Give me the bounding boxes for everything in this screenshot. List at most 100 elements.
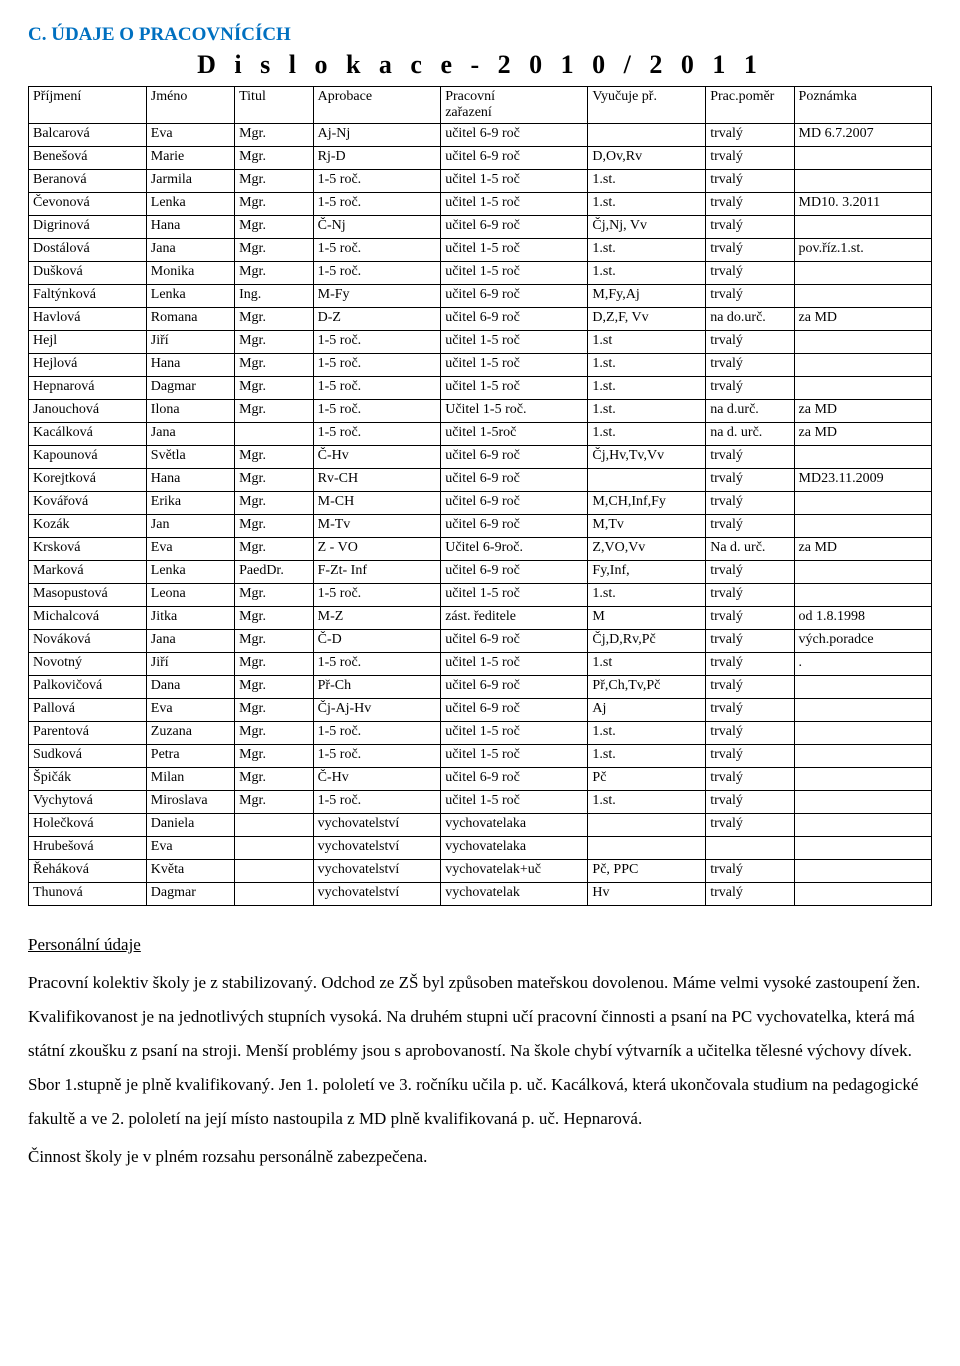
table-row: SudkováPetraMgr.1-5 roč.učitel 1-5 roč1.…: [29, 745, 932, 768]
cell-poznamka: [794, 377, 931, 400]
cell-prijmeni: Řeháková: [29, 860, 147, 883]
cell-aprobace: 1-5 roč.: [313, 722, 441, 745]
cell-poznamka: [794, 354, 931, 377]
cell-jmeno: Milan: [146, 768, 234, 791]
table-row: FaltýnkováLenkaIng.M-Fyučitel 6-9 ročM,F…: [29, 285, 932, 308]
cell-aprobace: 1-5 roč.: [313, 400, 441, 423]
cell-prijmeni: Sudková: [29, 745, 147, 768]
cell-poznamka: [794, 722, 931, 745]
cell-jmeno: Jana: [146, 630, 234, 653]
table-row: HepnarováDagmarMgr.1-5 roč.učitel 1-5 ro…: [29, 377, 932, 400]
cell-vyucuje: 1.st.: [588, 584, 706, 607]
cell-vyucuje: D,Z,F, Vv: [588, 308, 706, 331]
cell-jmeno: Květa: [146, 860, 234, 883]
cell-prijmeni: Kozák: [29, 515, 147, 538]
cell-poznamka: [794, 745, 931, 768]
cell-poznamka: [794, 147, 931, 170]
cell-titul: [235, 837, 314, 860]
cell-pomer: trvalý: [706, 722, 794, 745]
col-header-zarazeni-line2: zařazení: [445, 105, 492, 120]
cell-poznamka: [794, 170, 931, 193]
cell-prijmeni: Parentová: [29, 722, 147, 745]
cell-poznamka: za MD: [794, 400, 931, 423]
cell-pomer: trvalý: [706, 653, 794, 676]
cell-aprobace: F-Zt- Inf: [313, 561, 441, 584]
page-title: D i s l o k a c e - 2 0 1 0 / 2 0 1 1: [28, 50, 932, 80]
cell-vyucuje: 1.st.: [588, 745, 706, 768]
cell-vyucuje: Př,Ch,Tv,Pč: [588, 676, 706, 699]
cell-aprobace: 1-5 roč.: [313, 170, 441, 193]
cell-pomer: trvalý: [706, 492, 794, 515]
cell-titul: Mgr.: [235, 607, 314, 630]
table-row: HrubešováEva vychovatelstvívychovatelaka: [29, 837, 932, 860]
cell-zarazeni: učitel 6-9 roč: [441, 216, 588, 239]
cell-aprobace: 1-5 roč.: [313, 653, 441, 676]
cell-aprobace: M-Tv: [313, 515, 441, 538]
cell-pomer: trvalý: [706, 377, 794, 400]
cell-aprobace: Č-D: [313, 630, 441, 653]
cell-zarazeni: učitel 1-5 roč: [441, 722, 588, 745]
cell-pomer: [706, 837, 794, 860]
cell-aprobace: vychovatelství: [313, 837, 441, 860]
cell-vyucuje: Fy,Inf,: [588, 561, 706, 584]
table-row: KapounováSvětlaMgr.Č-Hvučitel 6-9 ročČj,…: [29, 446, 932, 469]
cell-pomer: trvalý: [706, 699, 794, 722]
cell-poznamka: [794, 561, 931, 584]
cell-jmeno: Monika: [146, 262, 234, 285]
cell-zarazeni: vychovatelaka: [441, 814, 588, 837]
cell-poznamka: [794, 814, 931, 837]
cell-vyucuje: 1.st.: [588, 170, 706, 193]
cell-vyucuje: Čj,Nj, Vv: [588, 216, 706, 239]
cell-vyucuje: Pč, PPC: [588, 860, 706, 883]
cell-vyucuje: M: [588, 607, 706, 630]
table-row: NovotnýJiříMgr.1-5 roč.učitel 1-5 roč1.s…: [29, 653, 932, 676]
cell-aprobace: Č-Hv: [313, 446, 441, 469]
cell-zarazeni: vychovatelak+uč: [441, 860, 588, 883]
cell-poznamka: [794, 515, 931, 538]
cell-poznamka: [794, 768, 931, 791]
cell-zarazeni: vychovatelaka: [441, 837, 588, 860]
cell-poznamka: [794, 699, 931, 722]
cell-prijmeni: Benešová: [29, 147, 147, 170]
cell-vyucuje: 1.st.: [588, 423, 706, 446]
cell-vyucuje: Aj: [588, 699, 706, 722]
cell-titul: Mgr.: [235, 170, 314, 193]
cell-poznamka: [794, 860, 931, 883]
cell-zarazeni: učitel 6-9 roč: [441, 515, 588, 538]
cell-zarazeni: učitel 6-9 roč: [441, 768, 588, 791]
cell-poznamka: [794, 216, 931, 239]
cell-prijmeni: Hrubešová: [29, 837, 147, 860]
cell-vyucuje: 1.st.: [588, 791, 706, 814]
cell-jmeno: Světla: [146, 446, 234, 469]
cell-pomer: trvalý: [706, 630, 794, 653]
table-row: KorejtkováHanaMgr.Rv-CHučitel 6-9 ročtrv…: [29, 469, 932, 492]
cell-titul: Mgr.: [235, 354, 314, 377]
table-row: PallováEvaMgr.Čj-Aj-Hvučitel 6-9 ročAjtr…: [29, 699, 932, 722]
cell-aprobace: Rj-D: [313, 147, 441, 170]
cell-pomer: trvalý: [706, 469, 794, 492]
cell-prijmeni: Balcarová: [29, 124, 147, 147]
cell-prijmeni: Havlová: [29, 308, 147, 331]
cell-titul: Mgr.: [235, 147, 314, 170]
cell-zarazeni: učitel 1-5 roč: [441, 584, 588, 607]
cell-titul: Mgr.: [235, 216, 314, 239]
cell-zarazeni: vychovatelak: [441, 883, 588, 906]
cell-jmeno: Romana: [146, 308, 234, 331]
table-row: MarkováLenkaPaedDr.F-Zt- Infučitel 6-9 r…: [29, 561, 932, 584]
cell-zarazeni: učitel 6-9 roč: [441, 124, 588, 147]
cell-vyucuje: 1.st.: [588, 239, 706, 262]
cell-zarazeni: učitel 6-9 roč: [441, 469, 588, 492]
table-row: HejlJiříMgr.1-5 roč.učitel 1-5 roč1.sttr…: [29, 331, 932, 354]
cell-pomer: na do.urč.: [706, 308, 794, 331]
cell-zarazeni: učitel 6-9 roč: [441, 630, 588, 653]
cell-jmeno: Hana: [146, 469, 234, 492]
table-row: ŠpičákMilanMgr.Č-Hvučitel 6-9 ročPčtrval…: [29, 768, 932, 791]
cell-prijmeni: Špičák: [29, 768, 147, 791]
cell-jmeno: Eva: [146, 837, 234, 860]
cell-aprobace: Př-Ch: [313, 676, 441, 699]
table-row: HolečkováDanielavychovatelstvívychovatel…: [29, 814, 932, 837]
cell-prijmeni: Čevonová: [29, 193, 147, 216]
table-row: BenešováMarieMgr.Rj-Dučitel 6-9 ročD,Ov,…: [29, 147, 932, 170]
table-row: MasopustováLeonaMgr.1-5 roč.učitel 1-5 r…: [29, 584, 932, 607]
col-header-poznamka: Poznámka: [794, 87, 931, 124]
